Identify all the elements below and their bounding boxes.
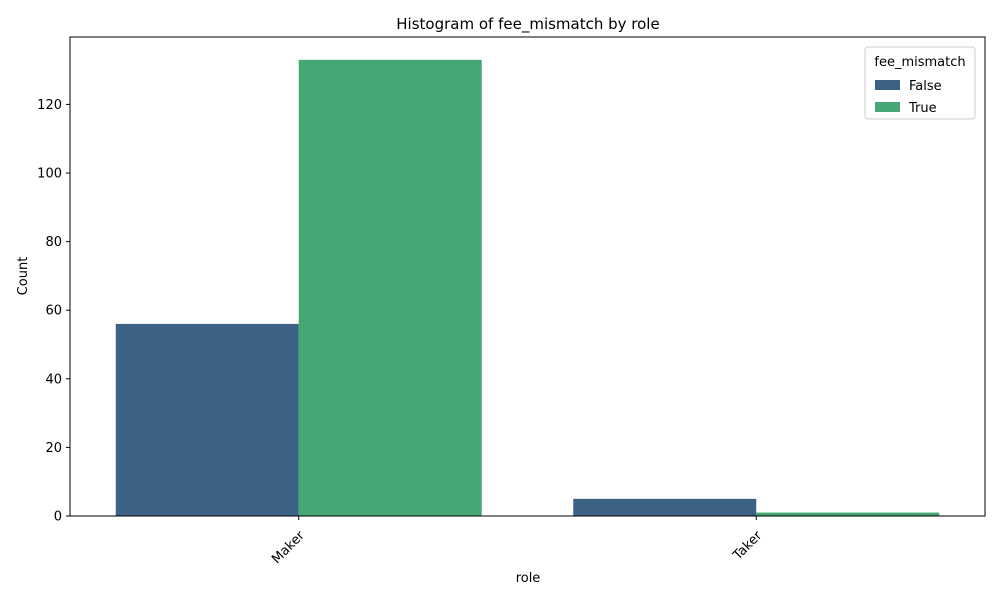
y-tick-label: 80	[45, 235, 62, 250]
y-tick-label: 40	[45, 372, 62, 387]
bar-maker-false	[115, 323, 299, 516]
legend-swatch-false	[875, 80, 900, 90]
legend: fee_mismatch False True	[864, 46, 976, 120]
plot-area	[69, 36, 986, 517]
chart-title: Histogram of fee_mismatch by role	[396, 15, 659, 34]
bar-taker-true	[756, 512, 940, 516]
y-tick-label: 0	[54, 510, 62, 525]
y-tick-label: 60	[45, 304, 62, 319]
y-tick-label: 20	[45, 441, 62, 456]
x-axis-label: role	[516, 571, 541, 586]
bar-maker-true	[298, 59, 482, 517]
plot-frame	[69, 36, 986, 517]
x-tick-label-taker: Taker	[730, 528, 766, 564]
x-tick-label-maker: Maker	[269, 528, 308, 567]
x-axis: Maker Taker	[269, 516, 766, 567]
legend-label-false: False	[909, 79, 942, 94]
y-tick-label: 100	[37, 166, 62, 181]
bar-taker-false	[573, 498, 757, 516]
legend-box	[864, 46, 976, 120]
y-axis-label: Count	[16, 257, 31, 296]
y-tick-label: 120	[37, 98, 62, 113]
y-axis: 0 20 40 60 80 100 120	[37, 98, 70, 525]
legend-swatch-true	[875, 102, 900, 112]
legend-title: fee_mismatch	[874, 55, 965, 70]
legend-label-true: True	[908, 101, 937, 116]
